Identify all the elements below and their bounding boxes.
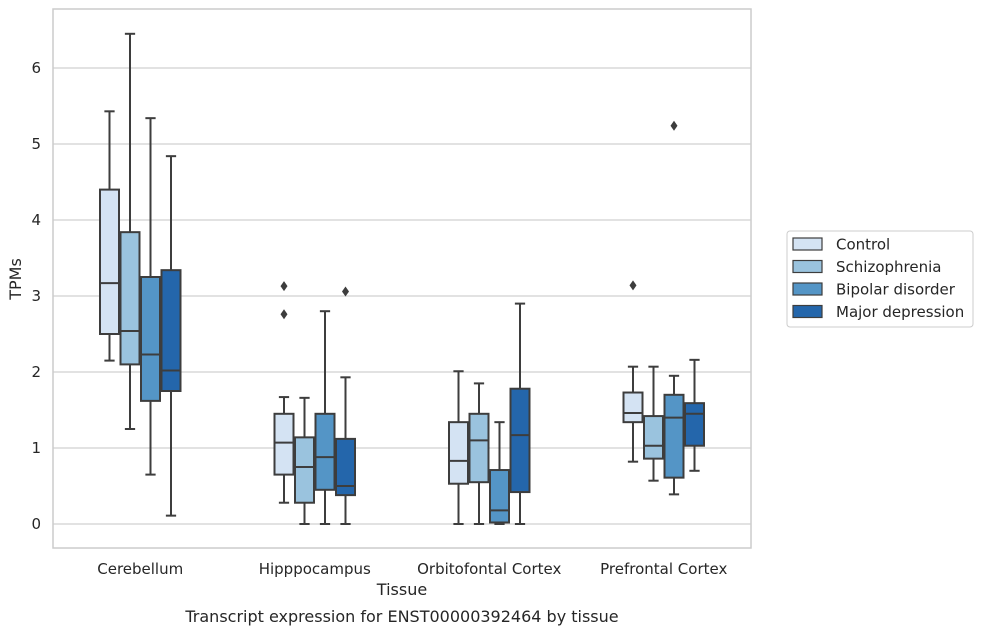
legend-label: Control xyxy=(836,236,890,254)
y-axis-label: TPMs xyxy=(6,258,25,301)
box-control xyxy=(622,280,644,463)
box-control xyxy=(99,110,120,362)
legend-frame xyxy=(786,230,974,328)
x-tick-label: Orbitofontal Cortex xyxy=(417,560,561,578)
outlier-point xyxy=(342,286,349,297)
x-tick-label: Prefrontal Cortex xyxy=(600,560,727,578)
box-bipolar-disorder xyxy=(314,310,336,525)
box-control xyxy=(448,370,469,525)
x-tick-label: Cerebellum xyxy=(97,560,183,578)
box-schizophrenia xyxy=(294,396,315,525)
box-major-depression xyxy=(684,358,705,472)
box-body xyxy=(622,391,644,424)
box-bipolar-disorder xyxy=(489,421,510,525)
box-major-depression xyxy=(160,155,182,517)
legend-label: Bipolar disorder xyxy=(836,281,956,299)
box-body xyxy=(489,469,510,524)
x-tick-label: Hipppocampus xyxy=(259,560,371,578)
outlier-point xyxy=(280,309,288,320)
box-body xyxy=(99,188,120,335)
legend-swatch xyxy=(792,259,823,274)
box-body xyxy=(684,402,705,447)
outlier-point xyxy=(629,280,637,291)
box-major-depression xyxy=(335,286,356,525)
y-tick-label: 0 xyxy=(31,515,41,533)
outlier-point xyxy=(280,281,288,292)
box-body xyxy=(643,415,664,460)
box-control xyxy=(273,281,295,504)
legend-label: Major depression xyxy=(836,303,964,321)
legend-swatch xyxy=(792,237,823,251)
box-major-depression xyxy=(509,302,531,525)
outlier-point xyxy=(670,120,678,131)
box-bipolar-disorder xyxy=(663,120,685,496)
box-schizophrenia xyxy=(643,365,664,482)
box-bipolar-disorder xyxy=(140,117,161,476)
box-body xyxy=(335,437,356,497)
y-tick-label: 5 xyxy=(31,135,41,153)
box-body xyxy=(663,393,685,479)
box-body xyxy=(140,276,161,402)
y-axis-ticks: 0 1 2 3 4 5 6 xyxy=(31,59,41,533)
plot-area-frame xyxy=(52,8,752,549)
x-axis-label: Tissue xyxy=(376,580,427,599)
box-body xyxy=(294,436,315,504)
box-body xyxy=(509,387,531,494)
legend: Control Schizophrenia Bipolar disorder Majo… xyxy=(786,230,974,328)
box-body xyxy=(160,269,182,392)
y-tick-label: 6 xyxy=(31,59,41,77)
legend-swatch xyxy=(792,304,823,319)
box-body xyxy=(448,421,469,485)
boxes xyxy=(99,32,705,525)
legend-swatch xyxy=(792,282,823,296)
chart-caption: Transcript expression for ENST0000039246… xyxy=(184,607,618,626)
box-body xyxy=(468,412,490,484)
y-tick-label: 3 xyxy=(31,287,41,305)
y-tick-label: 4 xyxy=(31,211,41,229)
y-tick-label: 1 xyxy=(31,439,41,457)
x-axis-ticks: Cerebellum Hipppocampus Orbitofontal Corte… xyxy=(97,560,727,578)
box-body xyxy=(314,412,336,491)
box-schizophrenia xyxy=(468,382,490,525)
legend-label: Schizophrenia xyxy=(836,258,941,276)
legend-entries: Control Schizophrenia Bipolar disorder Majo… xyxy=(792,236,964,321)
box-schizophrenia xyxy=(119,32,141,430)
box-body xyxy=(273,412,295,476)
box-body xyxy=(119,231,141,366)
y-tick-label: 2 xyxy=(31,363,41,381)
